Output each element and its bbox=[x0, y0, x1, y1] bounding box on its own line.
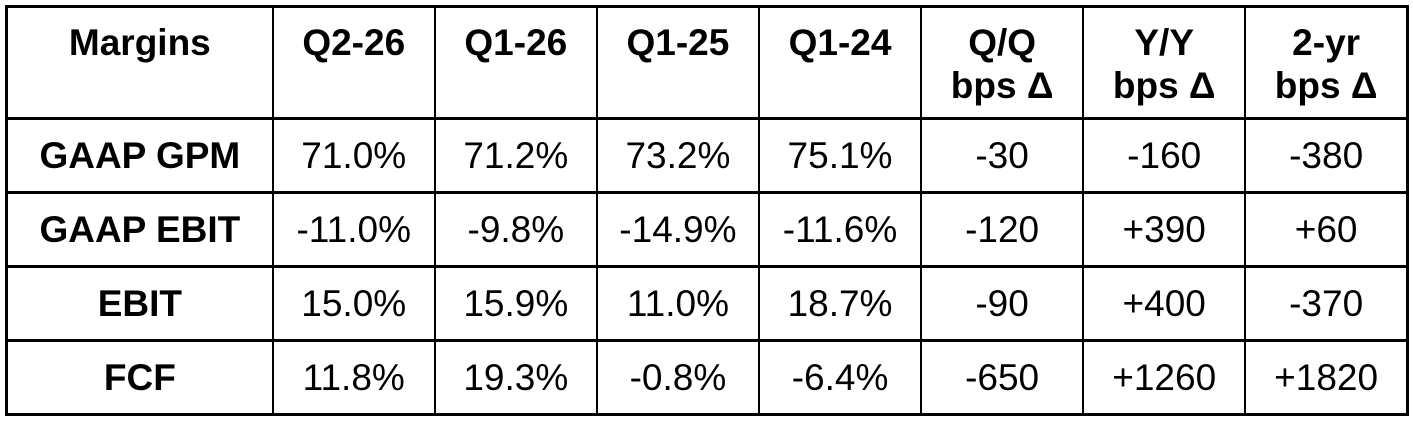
cell-value: 18.7% bbox=[757, 265, 923, 342]
cell-value: 73.2% bbox=[595, 117, 760, 194]
table-row-fcf: FCF 11.8% 19.3% -0.8% -6.4% -650 +1260 +… bbox=[5, 339, 1409, 416]
header-label: Q1-26 bbox=[464, 22, 568, 63]
cell-value: -370 bbox=[1244, 265, 1409, 342]
cell-value: -120 bbox=[920, 191, 1085, 268]
header-label: Q1-24 bbox=[788, 22, 892, 63]
table-header: Margins Q2-26 Q1-26 Q1-25 Q1-24 Q/Q b bbox=[5, 5, 1409, 120]
table-row-gaap-gpm: GAAP GPM 71.0% 71.2% 73.2% 75.1% -30 -16… bbox=[5, 117, 1409, 194]
row-label: EBIT bbox=[5, 265, 274, 342]
cell-value: +1260 bbox=[1082, 339, 1247, 416]
header-label: Margins bbox=[68, 22, 211, 63]
cell-value: 11.8% bbox=[271, 339, 436, 416]
cell-value: -11.6% bbox=[757, 191, 923, 268]
cell-value: +60 bbox=[1244, 191, 1409, 268]
cell-value: 15.0% bbox=[271, 265, 436, 342]
cell-value: -30 bbox=[920, 117, 1085, 194]
header-label: Q1-25 bbox=[626, 22, 730, 63]
cell-value: 11.0% bbox=[595, 265, 760, 342]
header-sub-label: bps Δ bbox=[1112, 65, 1216, 107]
cell-value: 15.9% bbox=[433, 265, 598, 342]
cell-value: 71.0% bbox=[271, 117, 436, 194]
header-sub-label: bps Δ bbox=[950, 65, 1054, 107]
row-label: GAAP GPM bbox=[5, 117, 274, 194]
cell-value: -0.8% bbox=[595, 339, 760, 416]
header-row: Margins Q2-26 Q1-26 Q1-25 Q1-24 Q/Q b bbox=[5, 5, 1409, 120]
row-label: GAAP EBIT bbox=[5, 191, 274, 268]
cell-value: +1820 bbox=[1244, 339, 1409, 416]
row-label: FCF bbox=[5, 339, 274, 416]
header-label: 2-yr bbox=[1292, 22, 1361, 63]
cell-value: -6.4% bbox=[757, 339, 923, 416]
header-label: Q2-26 bbox=[302, 22, 406, 63]
header-cell-yy-bps: Y/Y bps Δ bbox=[1082, 5, 1247, 120]
header-label: Q/Q bbox=[968, 22, 1037, 63]
header-cell-margins: Margins bbox=[5, 5, 274, 120]
cell-value: -9.8% bbox=[433, 191, 598, 268]
cell-value: -650 bbox=[920, 339, 1085, 416]
margins-table: Margins Q2-26 Q1-26 Q1-25 Q1-24 Q/Q b bbox=[5, 5, 1409, 416]
header-sub-label: bps Δ bbox=[1274, 65, 1378, 107]
header-cell-q2-26: Q2-26 bbox=[271, 5, 436, 120]
table-row-ebit: EBIT 15.0% 15.9% 11.0% 18.7% -90 +400 -3… bbox=[5, 265, 1409, 342]
cell-value: -160 bbox=[1082, 117, 1247, 194]
table-body: GAAP GPM 71.0% 71.2% 73.2% 75.1% -30 -16… bbox=[5, 117, 1409, 416]
header-cell-q1-25: Q1-25 bbox=[595, 5, 760, 120]
header-cell-q1-26: Q1-26 bbox=[433, 5, 598, 120]
cell-value: 19.3% bbox=[433, 339, 598, 416]
cell-value: -90 bbox=[920, 265, 1085, 342]
table-row-gaap-ebit: GAAP EBIT -11.0% -9.8% -14.9% -11.6% -12… bbox=[5, 191, 1409, 268]
cell-value: -11.0% bbox=[271, 191, 436, 268]
header-cell-2yr-bps: 2-yr bps Δ bbox=[1244, 5, 1409, 120]
header-label: Y/Y bbox=[1134, 22, 1195, 63]
cell-value: 71.2% bbox=[433, 117, 598, 194]
header-cell-qq-bps: Q/Q bps Δ bbox=[920, 5, 1085, 120]
cell-value: 75.1% bbox=[757, 117, 923, 194]
cell-value: +400 bbox=[1082, 265, 1247, 342]
header-cell-q1-24: Q1-24 bbox=[757, 5, 923, 120]
cell-value: -380 bbox=[1244, 117, 1409, 194]
cell-value: -14.9% bbox=[595, 191, 760, 268]
cell-value: +390 bbox=[1082, 191, 1247, 268]
